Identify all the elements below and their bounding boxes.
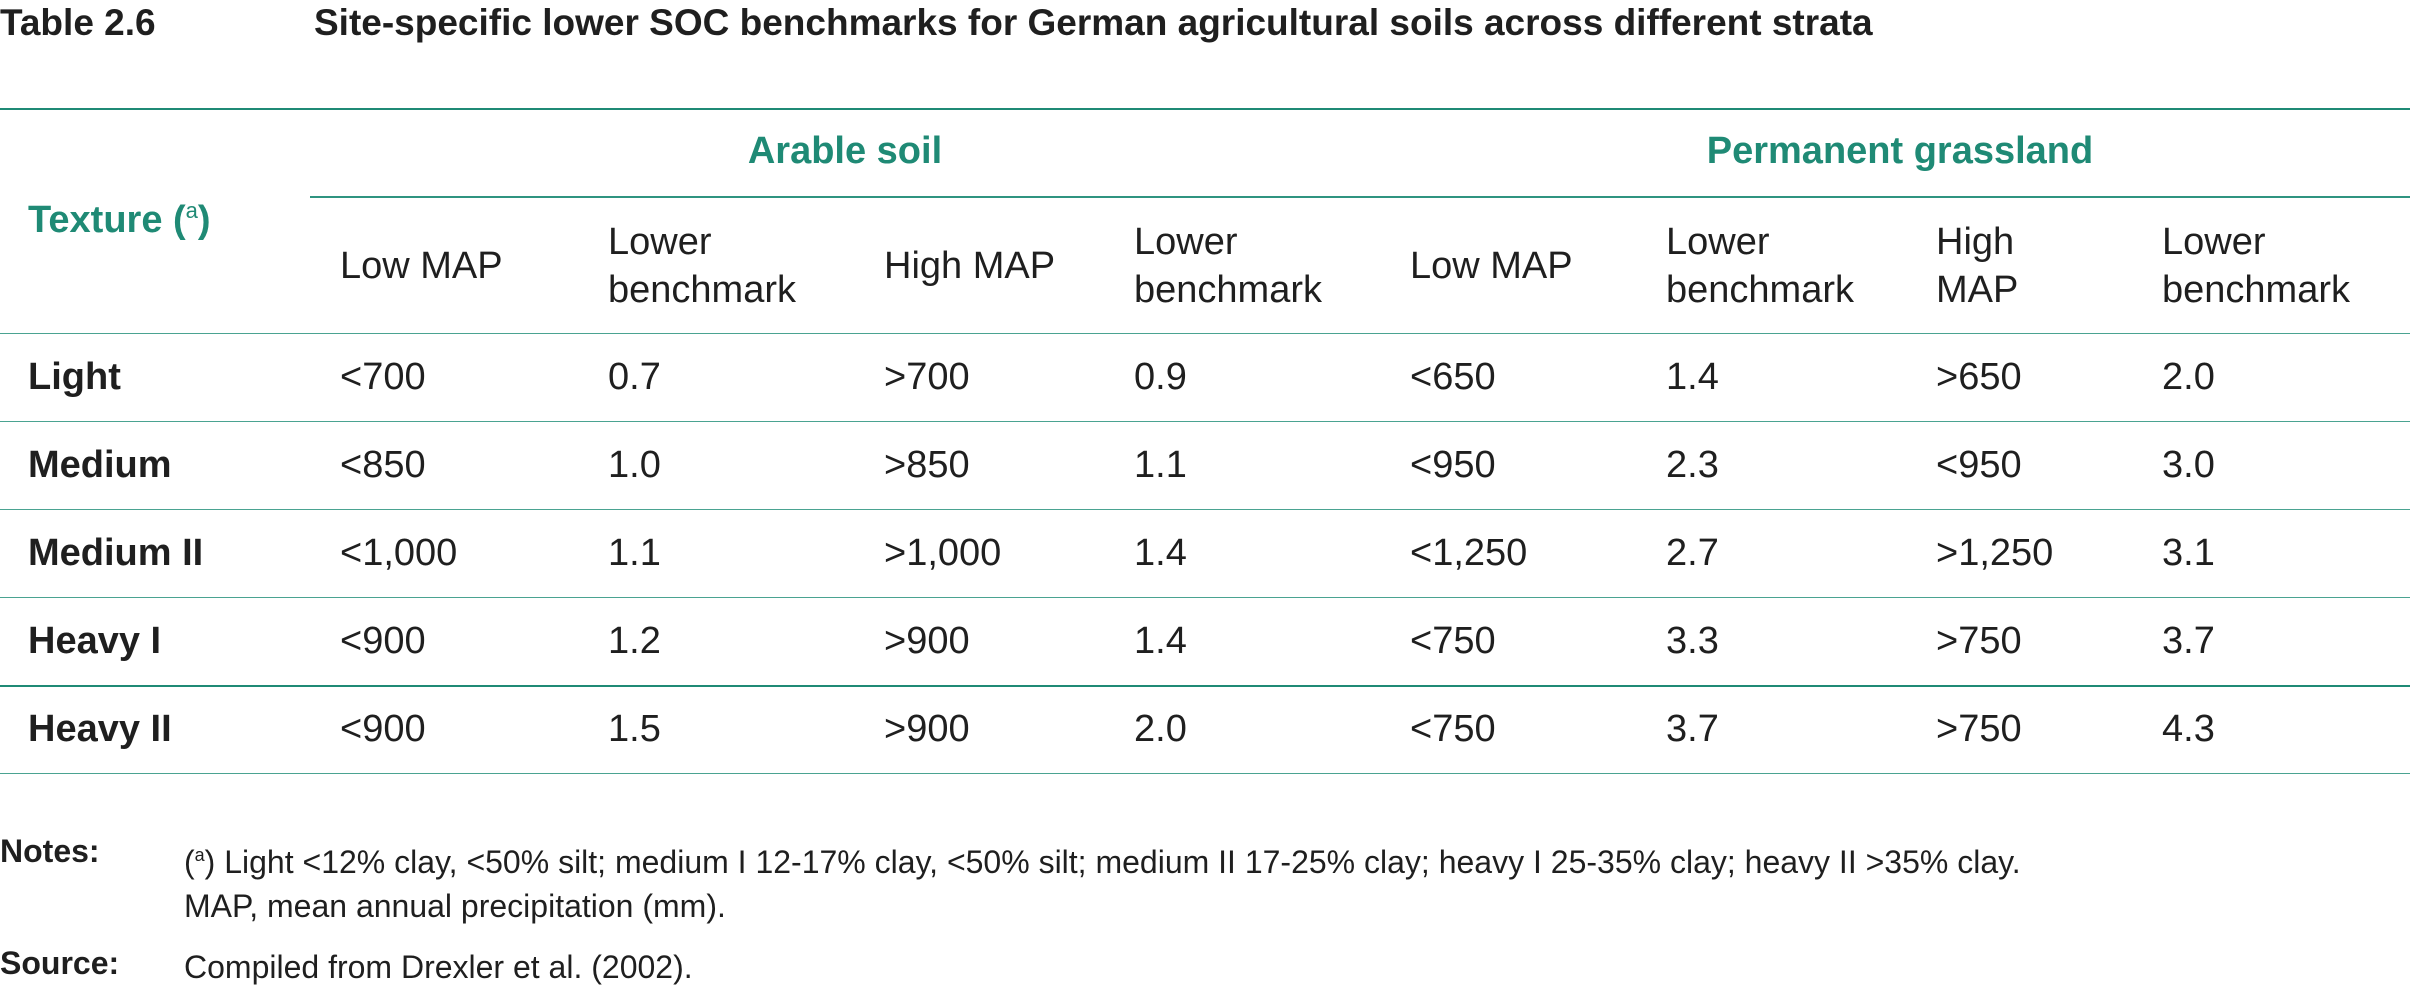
row-label: Heavy I: [28, 620, 162, 662]
column-header-line: Lower: [2162, 221, 2266, 263]
column-header-2: Lower benchmark: [608, 218, 796, 314]
column-header-line: benchmark: [2162, 269, 2350, 311]
table-row: Heavy I <900 1.2 >900 1.4 <750 3.3 >750 3.7: [0, 598, 2410, 687]
table-cell: <850: [340, 444, 426, 486]
column-header-line: High: [1936, 221, 2015, 263]
table-cell: >850: [884, 444, 970, 486]
notes-line-2: MAP, mean annual precipitation (mm).: [184, 888, 726, 924]
table-cell: >650: [1936, 356, 2022, 398]
table-cell: 0.7: [608, 356, 661, 398]
notes-line-1: (a) Light <12% clay, <50% silt; medium I…: [184, 833, 2384, 884]
table-cell: <750: [1410, 708, 1496, 750]
table-cell: 2.3: [1666, 444, 1719, 486]
column-header-7: High MAP: [1936, 218, 2018, 314]
table-cell: 0.9: [1134, 356, 1187, 398]
table-cell: 1.2: [608, 620, 661, 662]
table-cell: 2.7: [1666, 532, 1719, 574]
column-header-line: benchmark: [1666, 269, 1854, 311]
column-header-line: MAP: [1936, 269, 2019, 311]
table-cell: <650: [1410, 356, 1496, 398]
table-cell: 2.0: [2162, 356, 2215, 398]
notes-label: Notes:: [0, 833, 100, 869]
column-header-4: Lower benchmark: [1134, 218, 1322, 314]
row-rule: [0, 773, 2410, 774]
column-header-line: Lower: [608, 221, 712, 263]
column-header-line: benchmark: [608, 269, 796, 311]
row-rule: [0, 685, 2410, 687]
table-cell: <1,000: [340, 532, 458, 574]
column-header-line: Lower: [1666, 221, 1770, 263]
table-cell: 1.5: [608, 708, 661, 750]
source-text: Compiled from Drexler et al. (2002).: [184, 949, 693, 985]
column-header-line: High MAP: [884, 245, 1056, 287]
row-label: Medium II: [28, 532, 204, 574]
table-cell: 3.7: [2162, 620, 2215, 662]
table-cell: <1,250: [1410, 532, 1528, 574]
notes-text: (a) Light <12% clay, <50% silt; medium I…: [184, 833, 2384, 928]
table-cell: 1.4: [1134, 620, 1187, 662]
table-cell: 1.1: [608, 532, 661, 574]
texture-header-text: Texture (: [28, 199, 186, 241]
texture-header-close: ): [197, 199, 211, 241]
table-row: Medium <850 1.0 >850 1.1 <950 2.3 <950 3.0: [0, 422, 2410, 510]
row-label: Heavy II: [28, 708, 172, 750]
column-header-line: Lower: [1134, 221, 1238, 263]
table-cell: <950: [1410, 444, 1496, 486]
table-cell: 3.3: [1666, 620, 1719, 662]
table-cell: >900: [884, 620, 970, 662]
table-cell: <750: [1410, 620, 1496, 662]
column-header-6: Lower benchmark: [1666, 218, 1854, 314]
row-label: Medium: [28, 444, 172, 486]
table-cell: 1.0: [608, 444, 661, 486]
group-header-arable: Arable soil: [747, 130, 943, 172]
table-cell: 1.4: [1666, 356, 1719, 398]
table-cell: >1,000: [884, 532, 1002, 574]
column-header-line: Low MAP: [340, 245, 503, 287]
table-cell: >1,250: [1936, 532, 2054, 574]
table-cell: 3.1: [2162, 532, 2215, 574]
table-cell: 1.4: [1134, 532, 1187, 574]
table-cell: >750: [1936, 620, 2022, 662]
table-cell: 3.7: [1666, 708, 1719, 750]
table-cell: 1.1: [1134, 444, 1187, 486]
source-label: Source:: [0, 945, 120, 981]
column-header-line: Low MAP: [1410, 245, 1573, 287]
texture-column-header: Texture (a): [28, 198, 211, 242]
column-header-8: Lower benchmark: [2162, 218, 2350, 314]
group-header-rule: [310, 196, 2410, 198]
table-cell: 4.3: [2162, 708, 2215, 750]
table-number: Table 2.6: [0, 2, 156, 43]
column-header-3: High MAP: [884, 242, 1055, 290]
table-cell: <950: [1936, 444, 2022, 486]
table-cell: <700: [340, 356, 426, 398]
group-header-grassland: Permanent grassland: [1706, 130, 2094, 172]
table-cell: <900: [340, 620, 426, 662]
table-cell: >900: [884, 708, 970, 750]
notes-sup: a: [194, 845, 205, 865]
table-row: Medium II <1,000 1.1 >1,000 1.4 <1,250 2.7 >1,2…: [0, 510, 2410, 598]
table-title: Site-specific lower SOC benchmarks for G…: [314, 2, 1873, 43]
row-rule: [0, 509, 2410, 510]
table-cell: >700: [884, 356, 970, 398]
header-bottom-rule: [0, 333, 2410, 334]
column-header-1: Low MAP: [340, 242, 503, 290]
table-title-row: Table 2.6 Site-specific lower SOC benchm…: [0, 0, 2410, 43]
table-row: Heavy II <900 1.5 >900 2.0 <750 3.7 >750 4.3: [0, 686, 2410, 774]
table-cell: 3.0: [2162, 444, 2215, 486]
notes-line-1-text: ) Light <12% clay, <50% silt; medium I 1…: [204, 844, 2021, 880]
texture-header-sup: a: [185, 198, 198, 223]
row-rule: [0, 597, 2410, 598]
row-rule: [0, 421, 2410, 422]
table-cell: >750: [1936, 708, 2022, 750]
table-row: Light <700 0.7 >700 0.9 <650 1.4 >650 2.0: [0, 334, 2410, 422]
column-header-line: benchmark: [1134, 269, 1322, 311]
table-cell: 2.0: [1134, 708, 1187, 750]
row-label: Light: [28, 356, 121, 398]
column-header-5: Low MAP: [1410, 242, 1573, 290]
table-cell: <900: [340, 708, 426, 750]
table-top-rule: [0, 108, 2410, 110]
notes-paren: (: [184, 844, 195, 880]
